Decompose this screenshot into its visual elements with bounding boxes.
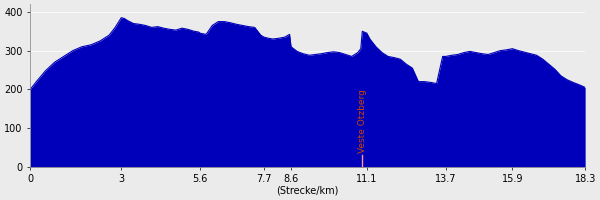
X-axis label: (Strecke/km): (Strecke/km) xyxy=(277,186,339,196)
Text: Veste Otzberg: Veste Otzberg xyxy=(358,89,367,153)
